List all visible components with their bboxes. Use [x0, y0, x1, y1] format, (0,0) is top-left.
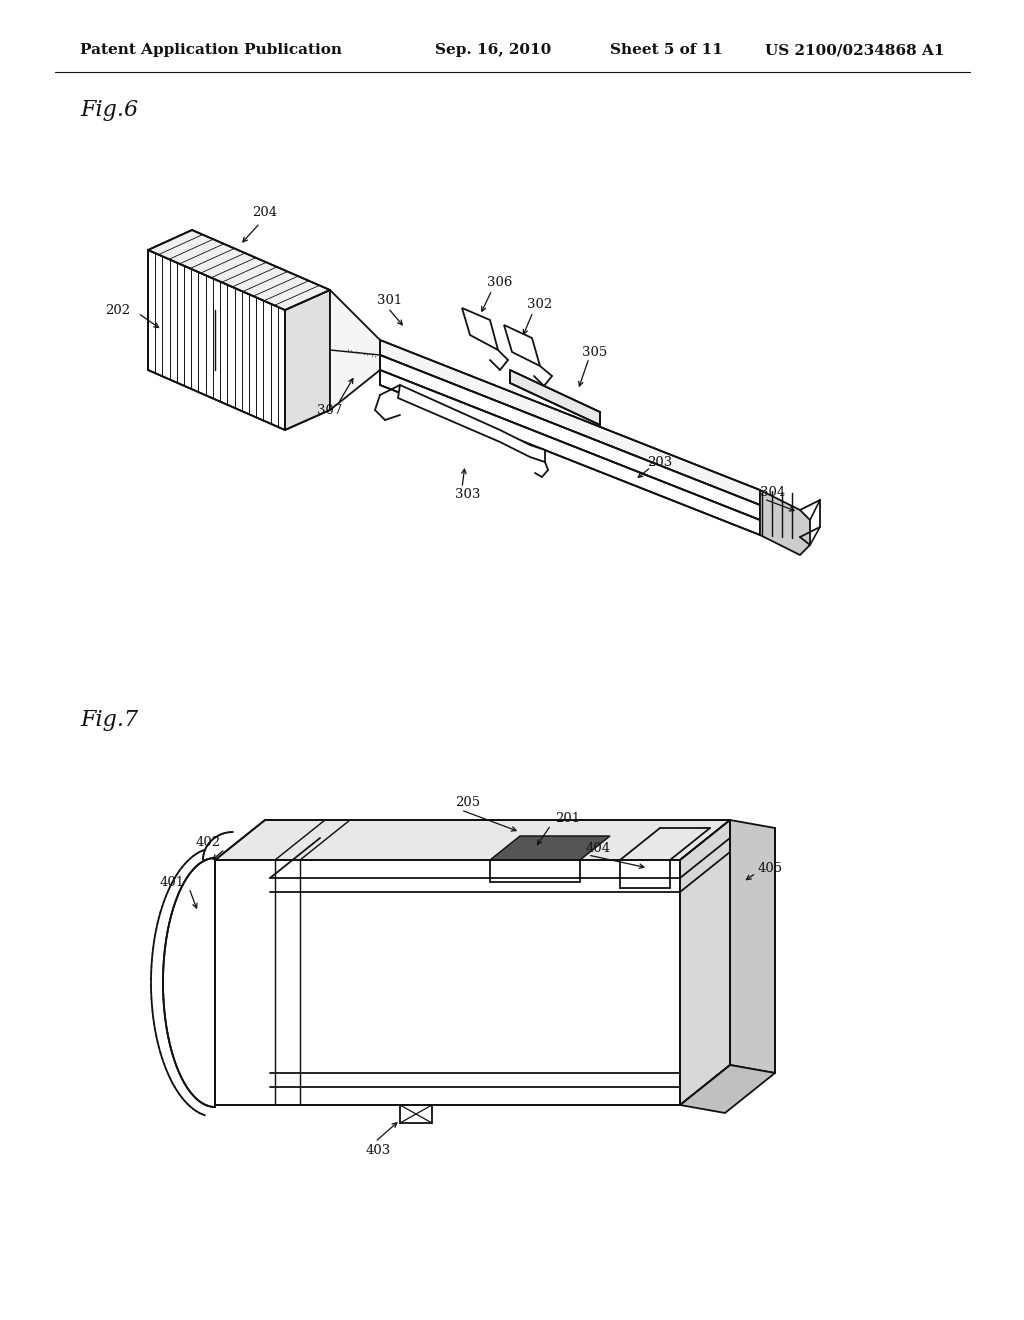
Text: 404: 404	[586, 842, 610, 854]
Text: 307: 307	[317, 404, 343, 417]
Text: 405: 405	[758, 862, 782, 874]
Text: 205: 205	[456, 796, 480, 808]
Polygon shape	[730, 820, 775, 1073]
Text: 402: 402	[196, 837, 220, 850]
Polygon shape	[490, 836, 610, 861]
Text: 306: 306	[487, 276, 513, 289]
Text: 303: 303	[456, 488, 480, 502]
Polygon shape	[380, 370, 760, 535]
Polygon shape	[215, 820, 730, 861]
Polygon shape	[398, 385, 545, 462]
Polygon shape	[285, 290, 330, 430]
Text: Sheet 5 of 11: Sheet 5 of 11	[610, 44, 723, 57]
Text: Fig.7: Fig.7	[80, 709, 138, 731]
Polygon shape	[680, 1065, 775, 1113]
Polygon shape	[680, 820, 730, 1105]
Text: 202: 202	[105, 304, 131, 317]
Polygon shape	[215, 861, 680, 1105]
Text: US 2100/0234868 A1: US 2100/0234868 A1	[765, 44, 944, 57]
Text: 304: 304	[761, 486, 785, 499]
Polygon shape	[380, 341, 760, 506]
Text: 403: 403	[366, 1143, 390, 1156]
Polygon shape	[462, 308, 498, 350]
Polygon shape	[330, 290, 380, 411]
Text: Patent Application Publication: Patent Application Publication	[80, 44, 342, 57]
Polygon shape	[148, 249, 285, 430]
Polygon shape	[148, 230, 330, 310]
Text: 302: 302	[527, 297, 553, 310]
Text: Fig.6: Fig.6	[80, 99, 138, 121]
Polygon shape	[504, 325, 540, 366]
Polygon shape	[380, 355, 760, 520]
Polygon shape	[760, 490, 810, 554]
Text: 401: 401	[160, 875, 184, 888]
Text: 204: 204	[253, 206, 278, 219]
Text: Sep. 16, 2010: Sep. 16, 2010	[435, 44, 551, 57]
Text: 301: 301	[378, 293, 402, 306]
Polygon shape	[400, 1105, 432, 1123]
Polygon shape	[163, 858, 215, 1107]
Text: 203: 203	[647, 455, 673, 469]
Text: 305: 305	[583, 346, 607, 359]
Polygon shape	[510, 370, 600, 425]
Text: 201: 201	[555, 812, 581, 825]
